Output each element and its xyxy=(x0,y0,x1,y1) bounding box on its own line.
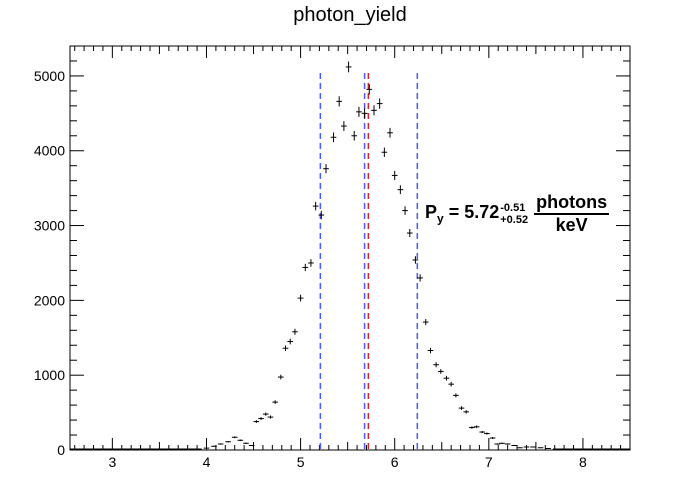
annotation-err-up: -0.51 xyxy=(500,201,526,214)
x-tick-label: 7 xyxy=(485,454,493,470)
x-tick-label: 5 xyxy=(297,454,305,470)
y-tick-label: 4000 xyxy=(34,143,65,159)
y-tick-label: 0 xyxy=(57,442,65,458)
annotation-unit: photons keV xyxy=(534,192,610,235)
plot-frame xyxy=(69,45,631,451)
annotation-label-subscript: y xyxy=(437,211,444,226)
y-tick-label: 5000 xyxy=(34,68,65,84)
x-tick-label: 3 xyxy=(108,454,116,470)
x-tick-label: 4 xyxy=(203,454,211,470)
annotation-value: = 5.72 xyxy=(443,201,500,222)
y-tick-label: 1000 xyxy=(34,367,65,383)
x-tick-label: 6 xyxy=(391,454,399,470)
photon-yield-annotation: Py = 5.72 -0.51 +0.52 photons keV xyxy=(425,192,610,235)
x-tick-label: 8 xyxy=(579,454,587,470)
annotation-unit-numerator: photons xyxy=(534,192,610,215)
annotation-label: Py = 5.72 xyxy=(425,201,500,226)
annotation-unit-denominator: keV xyxy=(555,215,588,235)
y-tick-label: 2000 xyxy=(34,292,65,308)
annotation-errors: -0.51 +0.52 xyxy=(500,202,528,226)
annotation-err-down: +0.52 xyxy=(500,213,529,226)
y-tick-label: 3000 xyxy=(34,218,65,234)
chart-title: photon_yield xyxy=(293,4,407,26)
